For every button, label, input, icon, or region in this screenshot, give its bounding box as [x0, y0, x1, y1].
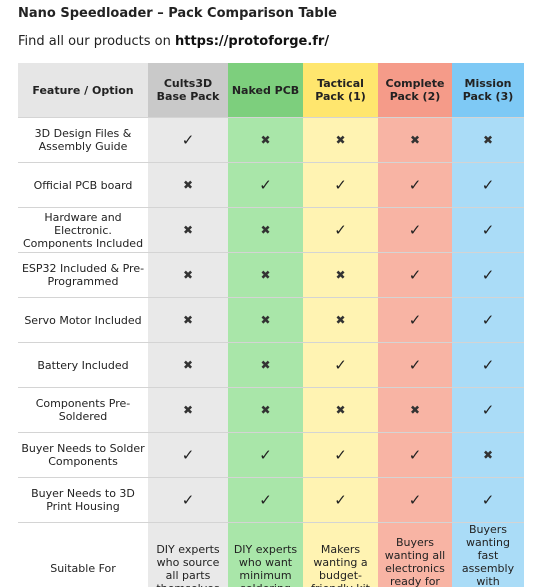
value-cell: ✖	[228, 342, 303, 388]
column-header: Feature / Option	[18, 63, 148, 118]
value-cell: ✓	[378, 162, 452, 208]
feature-cell: Buyer Needs to Solder Components	[18, 432, 148, 478]
value-cell: ✓	[148, 117, 228, 163]
value-cell: ✖	[303, 387, 378, 433]
value-cell: ✖	[148, 342, 228, 388]
value-cell: DIY experts who source all parts themsel…	[148, 522, 228, 587]
link[interactable]: https://protoforge.fr/	[175, 34, 330, 49]
value-cell: ✓	[378, 432, 452, 478]
value-cell: ✓	[303, 477, 378, 523]
feature-cell: Battery Included	[18, 342, 148, 388]
row: Battery Included ✖ ✖ ✓ ✓ ✓	[18, 342, 524, 388]
value-cell: ✖	[148, 207, 228, 253]
feature-cell: 3D Design Files & Assembly Guide	[18, 117, 148, 163]
row: Components Pre-Soldered ✖ ✖ ✖ ✖ ✓	[18, 387, 524, 433]
row: Hardware and Electronic. Components Incl…	[18, 207, 524, 253]
value-cell: ✖	[228, 297, 303, 343]
value-cell: ✓	[303, 432, 378, 478]
column-header: Naked PCB	[228, 63, 303, 118]
header-row: Feature / Option Cults3D Base Pack Naked P…	[18, 63, 524, 118]
row: Suitable For DIY experts who source all p…	[18, 522, 524, 587]
value-cell: ✓	[378, 342, 452, 388]
value-cell: ✓	[228, 432, 303, 478]
value-cell: ✓	[228, 162, 303, 208]
row: Buyer Needs to Solder Components ✓ ✓ ✓ ✓ ✖	[18, 432, 524, 478]
value-cell: ✖	[148, 387, 228, 433]
value-cell: ✖	[303, 117, 378, 163]
value-cell: ✖	[452, 117, 524, 163]
feature-cell: Suitable For	[18, 522, 148, 587]
subtitle: Find all our products on https://protofo…	[18, 34, 329, 49]
value-cell: ✓	[148, 432, 228, 478]
row: Official PCB board ✖ ✓ ✓ ✓ ✓	[18, 162, 524, 208]
value-cell: ✖	[303, 252, 378, 298]
value-cell: ✓	[452, 342, 524, 388]
value-cell: ✓	[452, 162, 524, 208]
value-cell: Makers wanting a budget-friendly kit	[303, 522, 378, 587]
feature-cell: Components Pre-Soldered	[18, 387, 148, 433]
column-header: Cults3D Base Pack	[148, 63, 228, 118]
value-cell: ✖	[228, 252, 303, 298]
row: ESP32 Included & Pre-Programmed ✖ ✖ ✖ ✓ ✓	[18, 252, 524, 298]
comparison-table: Feature / Option Cults3D Base Pack Naked P…	[18, 63, 524, 587]
feature-cell: ESP32 Included & Pre-Programmed	[18, 252, 148, 298]
value-cell: ✓	[228, 477, 303, 523]
value-cell: ✖	[148, 297, 228, 343]
feature-cell: Hardware and Electronic. Components Incl…	[18, 207, 148, 253]
column-header: Mission Pack (3)	[452, 63, 524, 118]
value-cell: ✓	[378, 207, 452, 253]
value-cell: ✖	[148, 162, 228, 208]
value-cell: ✓	[452, 252, 524, 298]
value-cell: ✓	[303, 342, 378, 388]
value-cell: ✖	[303, 297, 378, 343]
subtitle-text: Find all our products on	[18, 34, 171, 49]
value-cell: ✓	[148, 477, 228, 523]
value-cell: ✓	[303, 207, 378, 253]
value-cell: Buyers wanting all electronics ready for…	[378, 522, 452, 587]
value-cell: Buyers wanting fast assembly with minima…	[452, 522, 524, 587]
value-cell: ✓	[452, 387, 524, 433]
value-cell: ✓	[452, 477, 524, 523]
value-cell: ✓	[378, 252, 452, 298]
feature-cell: Buyer Needs to 3D Print Housing	[18, 477, 148, 523]
row: 3D Design Files & Assembly Guide ✓ ✖ ✖ ✖ ✖	[18, 117, 524, 163]
value-cell: ✖	[378, 387, 452, 433]
value-cell: ✓	[452, 207, 524, 253]
title: Nano Speedloader – Pack Comparison Table	[18, 6, 338, 21]
value-cell: DIY experts who want minimum soldering	[228, 522, 303, 587]
value-cell: ✓	[303, 162, 378, 208]
value-cell: ✖	[228, 387, 303, 433]
feature-cell: Official PCB board	[18, 162, 148, 208]
value-cell: ✓	[378, 297, 452, 343]
value-cell: ✖	[452, 432, 524, 478]
row: Servo Motor Included ✖ ✖ ✖ ✓ ✓	[18, 297, 524, 343]
column-header: Tactical Pack (1)	[303, 63, 378, 118]
column-header: Complete Pack (2)	[378, 63, 452, 118]
value-cell: ✖	[378, 117, 452, 163]
value-cell: ✖	[228, 207, 303, 253]
value-cell: ✖	[148, 252, 228, 298]
feature-cell: Servo Motor Included	[18, 297, 148, 343]
value-cell: ✓	[378, 477, 452, 523]
row: Buyer Needs to 3D Print Housing ✓ ✓ ✓ ✓ ✓	[18, 477, 524, 523]
value-cell: ✖	[228, 117, 303, 163]
value-cell: ✓	[452, 297, 524, 343]
